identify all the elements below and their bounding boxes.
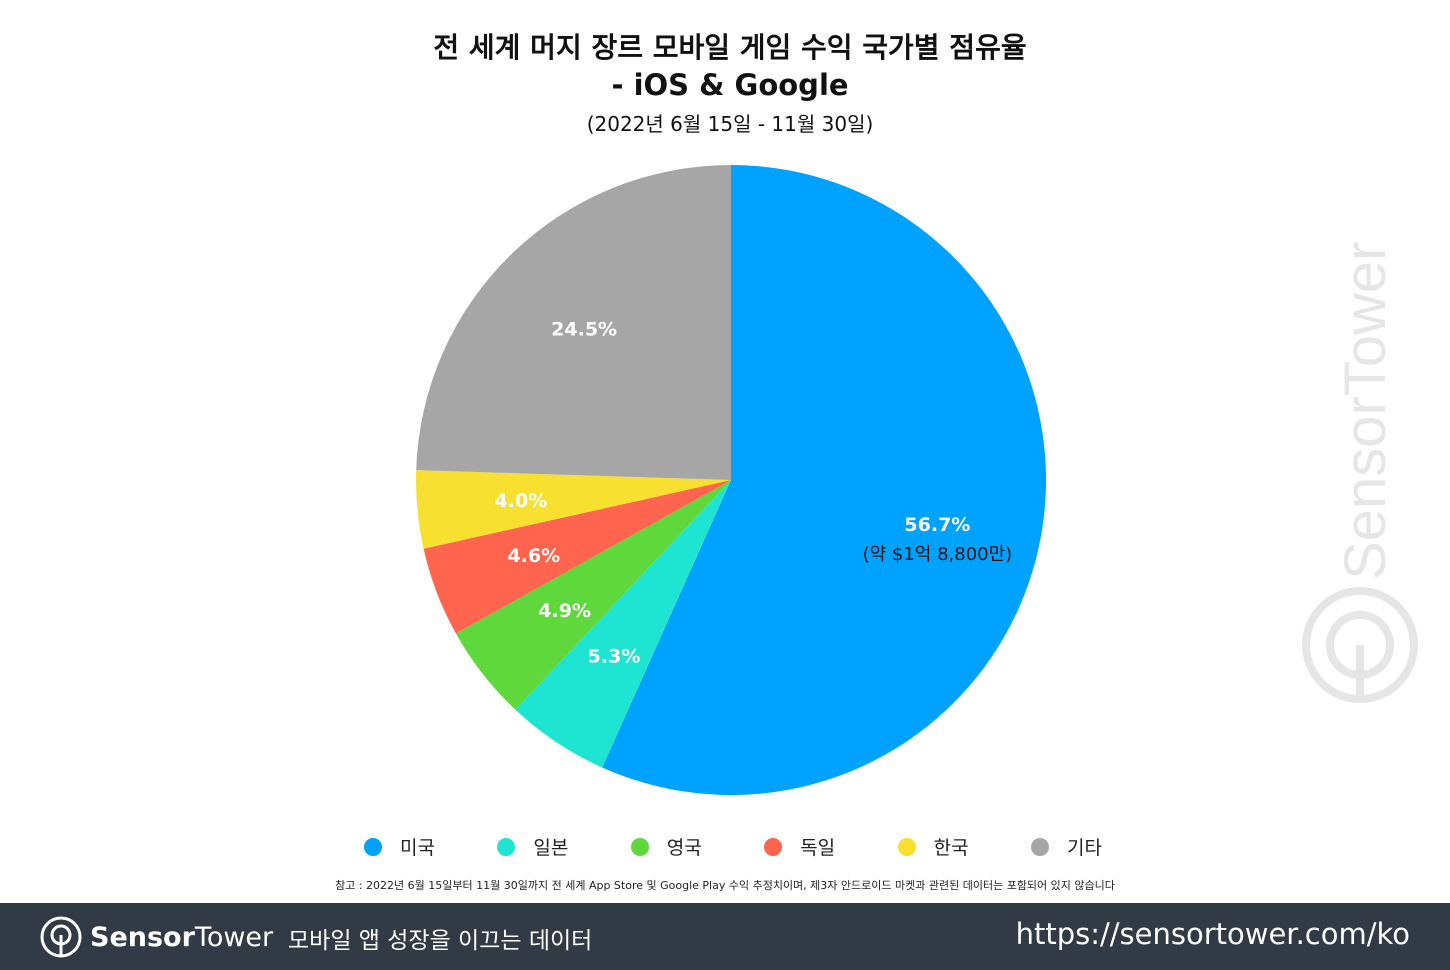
legend-label: 독일 — [800, 837, 836, 859]
legend-swatch — [497, 837, 516, 856]
legend-swatch — [764, 837, 783, 856]
chart-title: 전 세계 머지 장르 모바일 게임 수익 국가별 점유율 — [433, 31, 1027, 64]
pie-chart: 56.7% (약 $1억 8,800만) 5.3% 4.9% 4.6% 4.0% 24.5% — [416, 165, 1046, 795]
legend-label: 일본 — [533, 837, 569, 859]
watermark: SensorTower — [1302, 242, 1418, 703]
chart-title-line2: - iOS & Google — [611, 68, 849, 102]
legend-swatch — [1031, 837, 1049, 856]
brand-bold: Sensor — [90, 921, 195, 953]
footer: Sensor Tower 모바일 앱 성장을 이끄는 데이터 https://s… — [0, 903, 1450, 970]
data-label: 56.7% — [904, 514, 970, 536]
legend: 미국 일본 영국 독일 한국 기타 — [0, 830, 1450, 860]
data-label: 4.0% — [495, 490, 548, 512]
tagline: 모바일 앱 성장을 이끄는 데이터 — [288, 928, 593, 954]
data-label: 4.6% — [507, 545, 560, 567]
pie-slice-5 — [416, 165, 731, 480]
pie-slice-3 — [423, 480, 731, 634]
watermark-text: SensorTower — [1333, 242, 1398, 580]
legend-label: 미국 — [400, 837, 435, 859]
legend-item: 영국 — [630, 833, 702, 860]
data-label: 24.5% — [551, 318, 617, 340]
sensortower-logo-icon — [40, 916, 82, 958]
footnote: 참고 : 2022년 6월 15일부터 11월 30일까지 전 세계 App S… — [335, 879, 1115, 892]
legend-label: 한국 — [933, 837, 969, 859]
website-link[interactable]: https://sensortower.com/ko — [1015, 917, 1410, 951]
pie-slice-1 — [515, 480, 731, 768]
brand-light: Tower — [194, 921, 274, 953]
pie-slice-2 — [455, 480, 731, 710]
legend-item: 일본 — [497, 833, 568, 860]
legend-item: 독일 — [764, 833, 835, 860]
legend-item: 기타 — [1031, 833, 1102, 860]
legend-item: 미국 — [364, 833, 435, 860]
pie-slice-4 — [416, 470, 731, 549]
pie-slice-0 — [602, 165, 1046, 795]
data-label: 5.3% — [588, 646, 641, 668]
legend-item: 한국 — [897, 833, 969, 860]
legend-swatch — [897, 837, 916, 856]
data-label: 4.9% — [538, 600, 591, 622]
watermark-logo-icon — [1302, 587, 1418, 703]
legend-swatch — [364, 837, 382, 856]
brand-logo[interactable]: Sensor Tower — [40, 916, 273, 958]
legend-label: 기타 — [1067, 837, 1102, 859]
legend-label: 영국 — [666, 837, 702, 859]
legend-swatch — [630, 837, 649, 856]
chart-subtitle: (2022년 6월 15일 - 11월 30일) — [586, 112, 874, 136]
data-annotation: (약 $1억 8,800만) — [863, 544, 1013, 565]
